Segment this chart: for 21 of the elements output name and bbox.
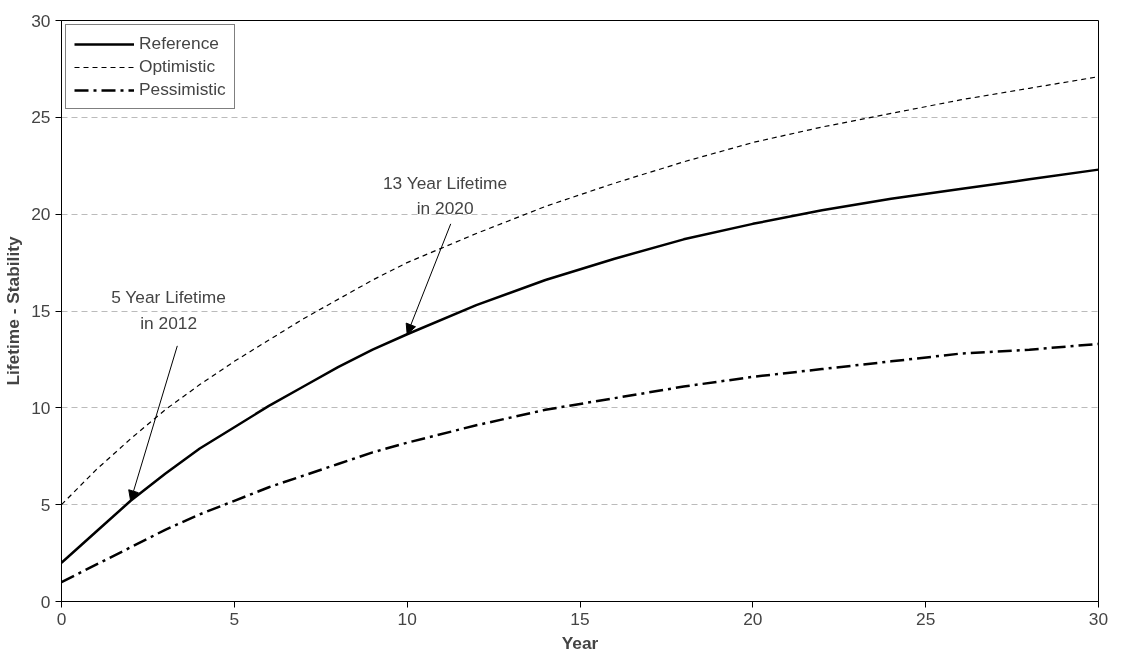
x-axis-title: Year xyxy=(561,632,599,653)
y-tick-label: 15 xyxy=(31,301,51,321)
x-tick-label: 0 xyxy=(56,608,67,629)
y-tick-label: 5 xyxy=(40,494,51,515)
legend-label: Optimistic xyxy=(139,56,216,77)
y-tick-label: 10 xyxy=(31,397,51,418)
legend-label: Reference xyxy=(139,33,219,54)
x-tick-label: 5 xyxy=(229,608,240,629)
x-tick-label: 20 xyxy=(743,608,763,629)
y-tick-label: 30 xyxy=(31,10,51,31)
x-tick-label: 15 xyxy=(570,608,590,629)
y-tick-label: 0 xyxy=(40,591,51,612)
annotation: 13 Year Lifetime in 2020 xyxy=(382,173,508,219)
legend-label: Pessimistic xyxy=(139,79,226,100)
y-axis-title: Lifetime - Stability xyxy=(3,236,24,386)
x-tick-label: 30 xyxy=(1088,608,1109,629)
x-tick-label: 10 xyxy=(397,608,417,629)
annotation: 5 Year Lifetime in 2012 xyxy=(111,287,226,333)
y-tick-label: 20 xyxy=(31,204,51,225)
x-tick-label: 25 xyxy=(916,608,936,629)
y-tick-label: 25 xyxy=(31,107,51,128)
